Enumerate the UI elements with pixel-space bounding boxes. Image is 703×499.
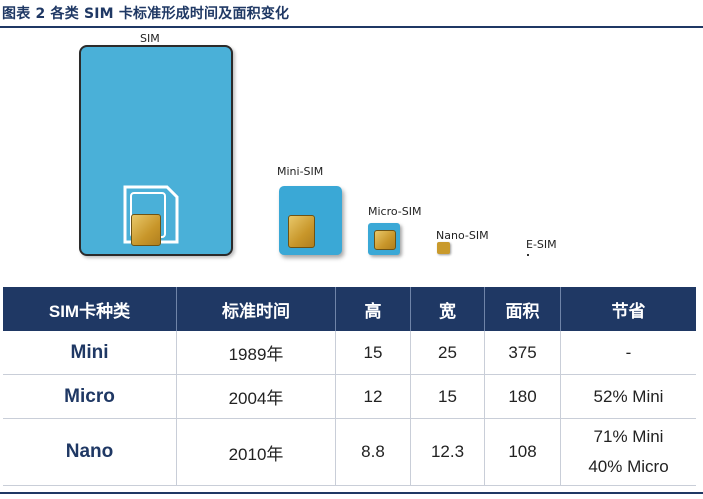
row-year: 2010年 xyxy=(176,418,336,486)
saving-vs-mini: 71% Mini xyxy=(593,427,664,446)
row-area: 180 xyxy=(484,374,561,419)
mini-sim-chip xyxy=(288,215,315,248)
header-saving: 节省 xyxy=(560,287,696,331)
row-height: 12 xyxy=(335,374,411,419)
row-sim-type: Micro xyxy=(3,374,177,419)
mini-sim-label: Mini-SIM xyxy=(277,165,324,178)
micro-sim-label: Micro-SIM xyxy=(368,205,422,218)
bottom-divider xyxy=(0,492,703,494)
header-width: 宽 xyxy=(410,287,485,331)
row-area: 375 xyxy=(484,331,561,375)
figure-title: 图表 2 各类 SIM 卡标准形成时间及面积变化 xyxy=(2,6,290,22)
row-width: 12.3 xyxy=(410,418,485,486)
row-height: 15 xyxy=(335,331,411,375)
header-sim-type: SIM卡种类 xyxy=(3,287,177,331)
full-sim-card xyxy=(79,45,233,256)
header-area: 面积 xyxy=(484,287,561,331)
row-sim-type: Nano xyxy=(3,418,177,486)
header-standard-time: 标准时间 xyxy=(176,287,336,331)
micro-sim-chip xyxy=(374,230,396,250)
sim-chip xyxy=(131,214,161,246)
row-width: 25 xyxy=(410,331,485,375)
micro-sim-card xyxy=(368,223,400,255)
sim-spec-table: SIM卡种类 标准时间 高 宽 面积 节省 Mini 1989年 15 25 3… xyxy=(3,287,696,486)
mini-sim-card xyxy=(279,186,342,255)
esim-dot xyxy=(527,254,529,256)
row-saving: 52% Mini xyxy=(560,374,696,419)
row-saving: - xyxy=(560,331,696,375)
esim-label: E-SIM xyxy=(526,238,557,251)
table-row: Nano 2010年 8.8 12.3 108 71% Mini 40% Mic… xyxy=(3,418,696,486)
sim-label: SIM xyxy=(140,32,160,45)
row-saving: 71% Mini 40% Micro xyxy=(560,418,696,486)
row-height: 8.8 xyxy=(335,418,411,486)
title-divider xyxy=(0,26,703,28)
table-row: Micro 2004年 12 15 180 52% Mini xyxy=(3,374,696,419)
sim-card-illustration: SIM Mini-SIM Micro-SIM Nano-SIM E-SIM xyxy=(0,30,703,280)
table-row: Mini 1989年 15 25 375 - xyxy=(3,331,696,375)
row-area: 108 xyxy=(484,418,561,486)
nano-sim-label: Nano-SIM xyxy=(436,229,489,242)
row-width: 15 xyxy=(410,374,485,419)
row-year: 2004年 xyxy=(176,374,336,419)
header-height: 高 xyxy=(335,287,411,331)
row-year: 1989年 xyxy=(176,331,336,375)
row-sim-type: Mini xyxy=(3,331,177,375)
saving-vs-micro: 40% Micro xyxy=(588,457,669,476)
table-header-row: SIM卡种类 标准时间 高 宽 面积 节省 xyxy=(3,287,696,331)
nano-sim-card xyxy=(437,242,450,254)
